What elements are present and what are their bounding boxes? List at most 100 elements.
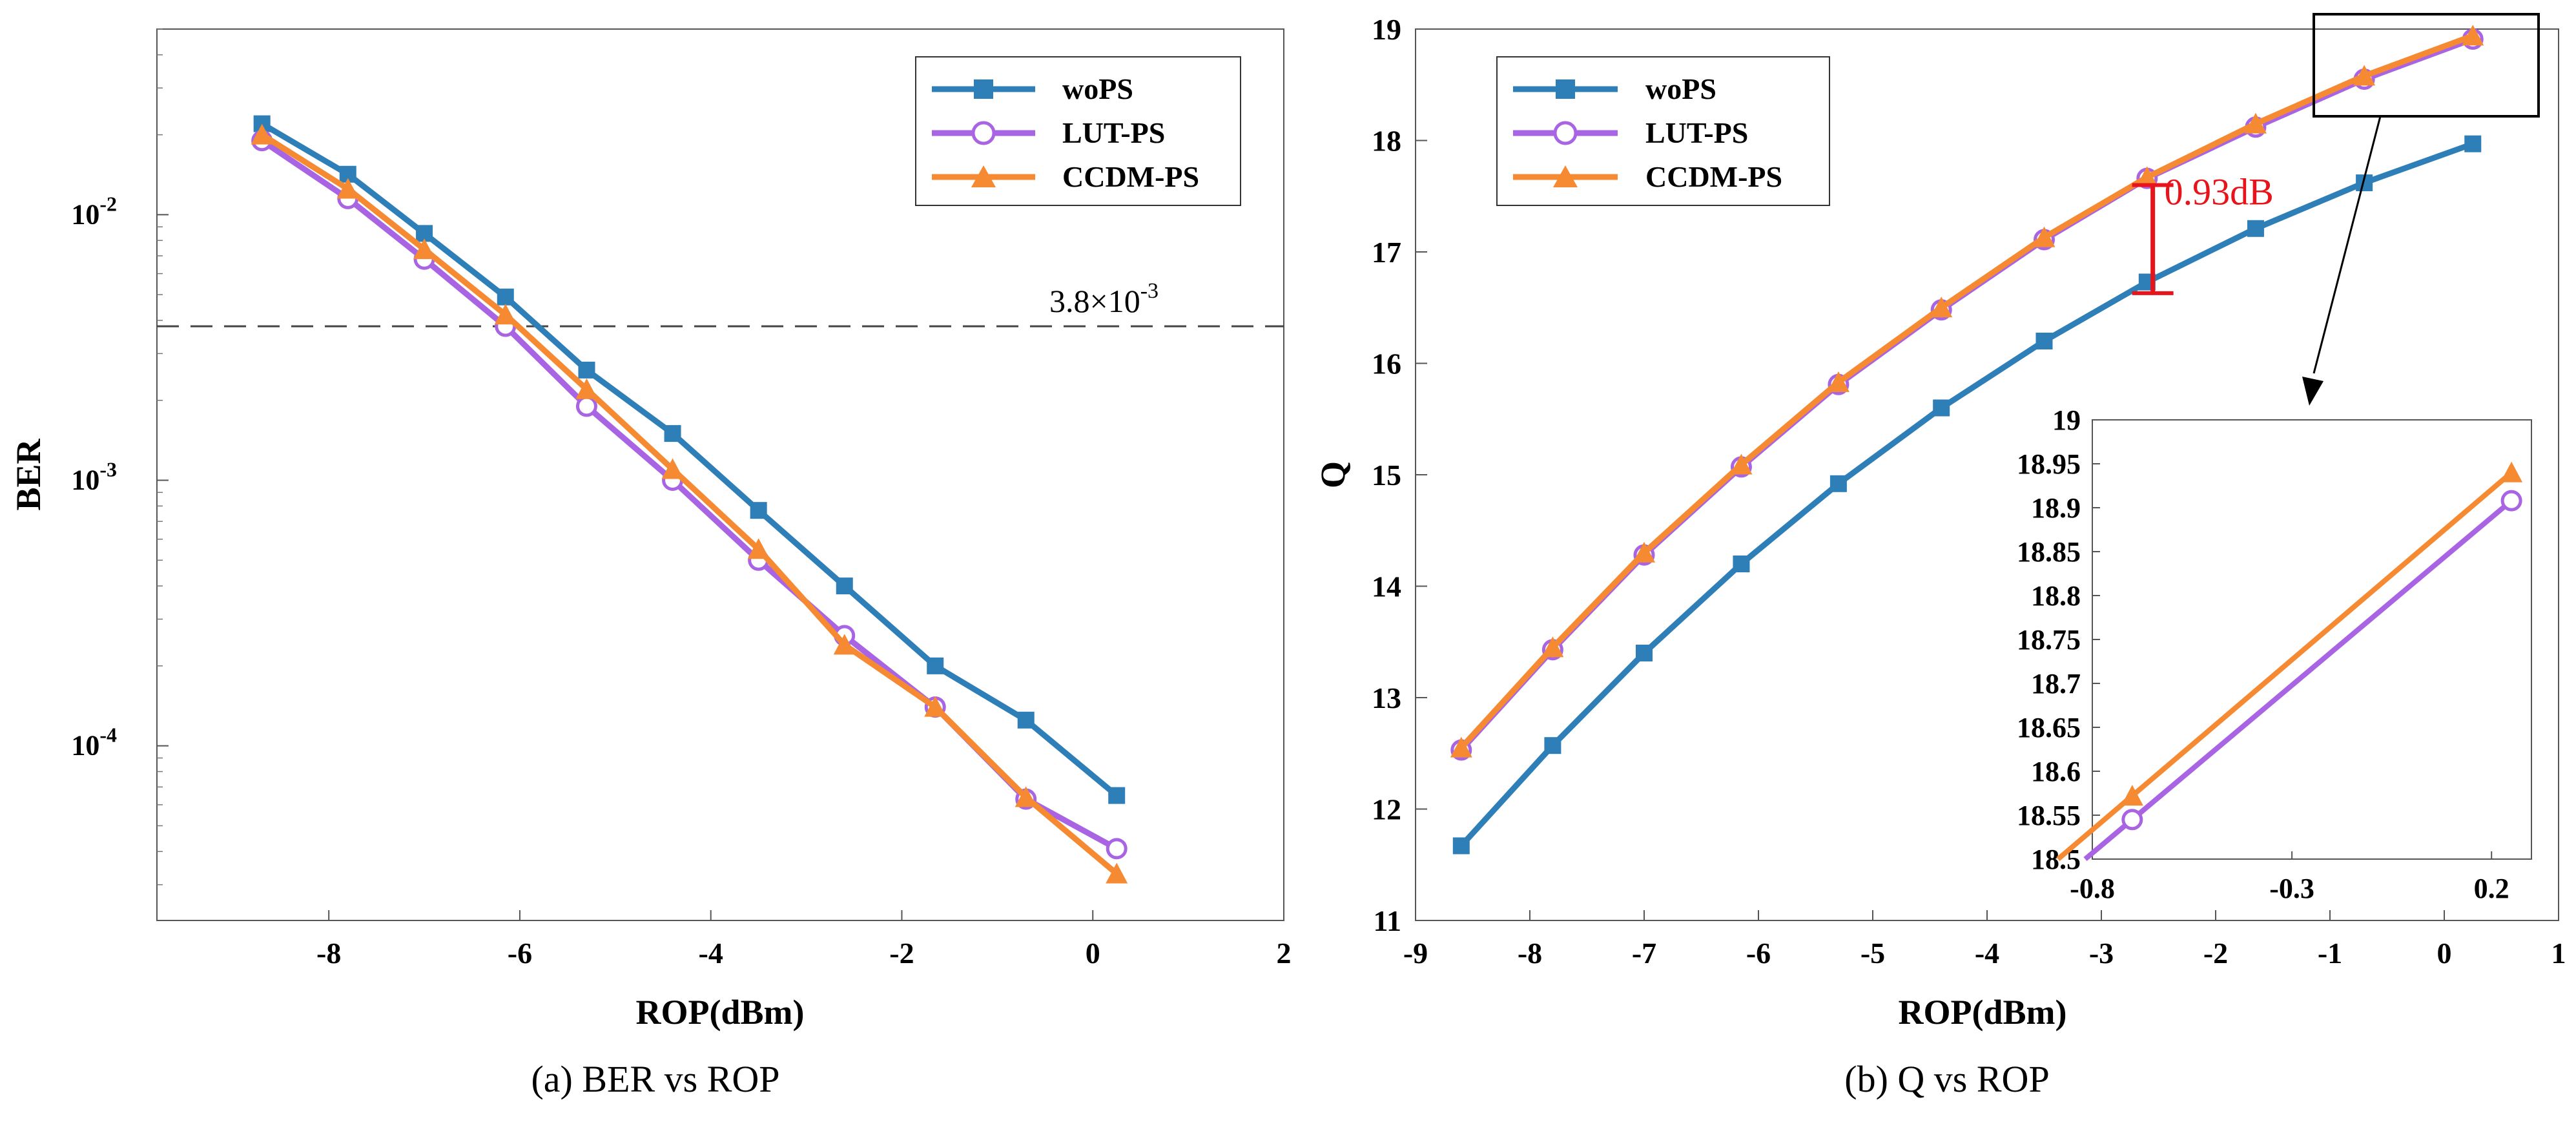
q-x-tick-label: -1: [2318, 937, 2342, 970]
ber-x-tick-label: -2: [889, 937, 914, 970]
ber-legend-woPS-label: woPS: [1062, 72, 1133, 105]
q-legend-woPS-marker: [1556, 79, 1575, 99]
q-series-ccdm-ps-point: [1827, 371, 1850, 392]
q-series-ccdm-ps-point: [2033, 226, 2056, 247]
ber-x-tick-label: -6: [508, 937, 532, 970]
q-inset-x-tick-label: 0.2: [2474, 873, 2509, 904]
q-legend-LUT-PS-marker: [1553, 121, 1578, 145]
q-inset-series-lut-ps-point: [2500, 490, 2522, 512]
ber-legend-CCDM-PS-label: CCDM-PS: [1062, 160, 1199, 193]
ber-legend-CCDM-PS: CCDM-PS: [932, 160, 1199, 193]
ber-legend-LUT-PS: LUT-PS: [932, 116, 1165, 149]
ber-series-wops-point: [750, 502, 767, 519]
ber-series-lut-ps-point: [1106, 838, 1128, 860]
ber-series-ccdm-ps-point: [413, 238, 436, 260]
ber-y-tick-label: 10-3: [71, 458, 117, 496]
ber-series-wops-point: [927, 657, 944, 674]
ber-x-tick-label: 0: [1086, 937, 1100, 970]
q-series-wops-point: [1636, 645, 1653, 661]
ber-x-label: ROP(dBm): [636, 993, 805, 1032]
q-zoom-arrow-line: [2313, 116, 2382, 374]
q-inset-y-tick-label: 18.8: [2031, 580, 2081, 612]
ber-threshold-label: 3.8×10-3: [1049, 279, 1159, 319]
q-legend-woPS-label: woPS: [1645, 72, 1716, 105]
q-legend-CCDM-PS-marker: [1553, 165, 1578, 187]
ber-x-tick-label: 2: [1277, 937, 1292, 970]
q-inset-y-tick-label: 18.9: [2031, 492, 2081, 524]
q-zoom-arrow-head: [2302, 377, 2324, 406]
ber-series-wops-point: [664, 425, 681, 442]
q-x-label: ROP(dBm): [1899, 993, 2067, 1032]
q-inset-y-tick-label: 18.95: [2017, 448, 2081, 480]
q-series-ccdm-ps-point: [1450, 736, 1472, 758]
ber-caption: (a) BER vs ROP: [531, 1058, 779, 1100]
q-x-ticks: -9 -8 -7 -6 -5 -4 -3 -2 -1 0 1: [1403, 910, 2566, 970]
q-inset-y-tick-label: 18.55: [2017, 800, 2081, 831]
q-y-tick-label: 15: [1372, 459, 1401, 492]
q-legend-LUT-PS: LUT-PS: [1513, 116, 1748, 149]
ber-x-ticks: -8 -6 -4 -2 0 2: [316, 910, 1292, 970]
ber-y-tick-label: 10-2: [71, 192, 117, 230]
ber-x-tick-label: -4: [699, 937, 723, 970]
q-series-ccdm-ps-point: [1541, 636, 1564, 658]
q-gap-label: 0.93dB: [2165, 171, 2274, 213]
q-inset-y-tick-label: 18.65: [2017, 712, 2081, 743]
q-x-tick-label: -7: [1632, 937, 1656, 970]
q-inset-x-tick-label: -0.8: [2070, 873, 2115, 904]
q-inset-y-ticks: 18.518.5518.618.6518.718.7518.818.8518.9…: [2017, 404, 2100, 875]
ber-series-wops-point: [578, 361, 595, 379]
q-inset: -0.8 -0.3 0.2 18.518.5518.618.6518.718.751…: [2017, 404, 2532, 904]
q-legend-CCDM-PS: CCDM-PS: [1513, 160, 1782, 193]
ber-series-lut-ps-point: [575, 395, 597, 417]
ber-series-ccdm-ps-point: [924, 696, 947, 717]
ber-series: [251, 115, 1128, 884]
q-y-tick-label: 12: [1372, 793, 1401, 826]
ber-chart: 3.8×10-3 -8 -6 -4 -2 0 2 10-2 10-3 10-4 ROP(dBm…: [9, 28, 1292, 1100]
ber-legend: woPS LUT-PS CCDM-PS: [915, 56, 1241, 206]
q-zoom-box: [2313, 13, 2540, 118]
q-x-tick-label: -2: [2203, 937, 2228, 970]
q-x-tick-label: 1: [2551, 937, 2566, 970]
q-series-ccdm-ps-point: [1633, 541, 1655, 563]
q-caption: (b) Q vs ROP: [1844, 1058, 2049, 1100]
ber-y-tick-label: 10-4: [71, 723, 117, 762]
q-inset-series: [2056, 461, 2523, 862]
q-legend-CCDM-PS-label: CCDM-PS: [1645, 160, 1782, 193]
q-inset-y-tick-label: 18.85: [2017, 536, 2081, 568]
q-series-wops-point: [2247, 220, 2264, 237]
ber-legend-woPS: woPS: [932, 72, 1133, 105]
ber-series-ccdm-ps-point: [575, 378, 598, 399]
q-series-ccdm-ps-point: [1930, 296, 1953, 318]
ber-series-ccdm-ps-point: [251, 123, 273, 145]
q-gap-marker: [2132, 183, 2174, 295]
ber-series-ccdm-ps-point: [661, 458, 684, 479]
ber-series-wops-point: [836, 577, 853, 595]
q-series-wops-point: [1544, 737, 1561, 754]
q-x-tick-label: 0: [2437, 937, 2452, 970]
q-y-tick-label: 13: [1372, 681, 1401, 714]
q-series-wops-point: [2464, 135, 2482, 152]
q-inset-y-tick-label: 19: [2052, 404, 2081, 436]
ber-series-ccdm-ps-point: [1106, 862, 1128, 884]
q-y-ticks: 11 12 13 14 15 16 17 18 19: [1372, 13, 1427, 937]
q-series-ccdm-ps-point: [2136, 166, 2158, 187]
ber-x-tick-label: -8: [316, 937, 341, 970]
q-series-ccdm-ps-point: [1730, 453, 1753, 475]
ber-legend-LUT-PS-label: LUT-PS: [1062, 116, 1165, 149]
q-series-ccdm-ps-point: [2353, 65, 2376, 86]
q-inset-x-tick-label: -0.3: [2269, 873, 2314, 904]
ber-series-ccdm-ps-point: [494, 304, 517, 325]
q-x-tick-label: -4: [1975, 937, 1999, 970]
q-series-wops-point: [1933, 399, 1950, 417]
q-inset-series-lut-ps-point: [2121, 809, 2143, 831]
q-x-tick-label: -8: [1518, 937, 1542, 970]
ber-series-ccdm-ps-point: [747, 538, 770, 559]
q-inset-series-ccdm-ps-point: [2121, 785, 2143, 806]
ber-series-ccdm-ps-point: [833, 634, 856, 655]
q-legend: woPS LUT-PS CCDM-PS: [1496, 56, 1830, 206]
q-series-wops-point: [1829, 475, 1847, 492]
q-series-wops-point: [1733, 556, 1750, 572]
q-chart: -9 -8 -7 -6 -5 -4 -3 -2 -1 0 1 111213141516171819 …: [1314, 13, 2566, 1100]
ber-series-ccdm-ps-point: [1015, 786, 1037, 807]
